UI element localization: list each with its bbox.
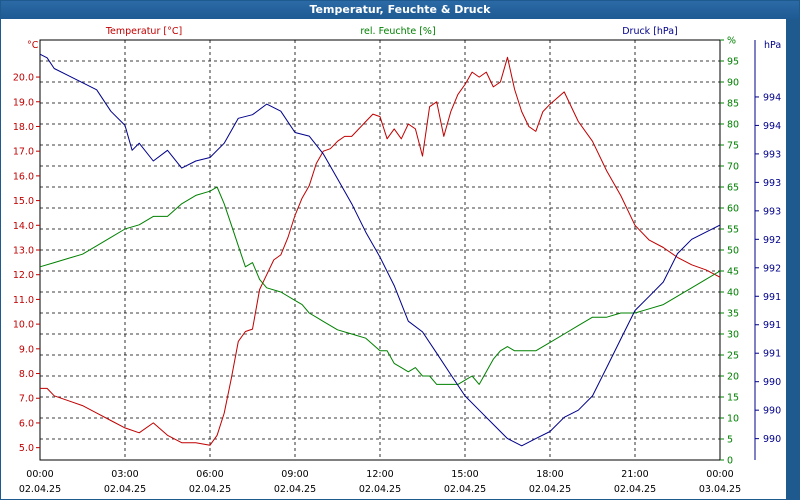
pressure-tick-label: 990 — [763, 434, 781, 445]
pressure-unit-label: hPa — [764, 40, 781, 51]
pressure-line — [39, 53, 721, 447]
pressure-tick-label: 994 — [763, 121, 781, 132]
humidity-tick-label: 95 — [727, 57, 739, 68]
humidity-tick-label: 85 — [727, 99, 739, 110]
temperature-tick-label: 10.0 — [13, 320, 34, 331]
humidity-line — [39, 186, 721, 385]
humidity-tick-label: 45 — [727, 267, 739, 278]
humidity-tick-label: 25 — [727, 351, 739, 362]
temperature-tick-label: 7.0 — [19, 394, 34, 405]
temperature-tick-label: 15.0 — [13, 196, 34, 207]
x-tick-label-date: 02.04.25 — [19, 484, 61, 495]
pressure-tick-label: 991 — [763, 320, 781, 331]
temperature-tick-label: 12.0 — [13, 270, 34, 281]
pressure-axis-title: Druck [hPa] — [622, 26, 678, 37]
pressure-tick-label: 990 — [763, 406, 781, 417]
x-tick-label-date: 02.04.25 — [359, 484, 401, 495]
humidity-tick-label: 5 — [727, 435, 733, 446]
pressure-tick-label: 993 — [763, 178, 781, 189]
x-tick-label-time: 06:00 — [196, 469, 223, 480]
humidity-tick-label: 40 — [727, 288, 739, 299]
temperature-tick-label: 19.0 — [13, 97, 34, 108]
humidity-tick-label: 0 — [727, 456, 733, 467]
pressure-tick-label: 992 — [763, 235, 781, 246]
temperature-tick-label: 8.0 — [19, 369, 34, 380]
humidity-tick-label: 70 — [727, 162, 739, 173]
humidity-tick-label: 75 — [727, 141, 739, 152]
x-tick-label-date: 02.04.25 — [274, 484, 316, 495]
temperature-tick-label: 11.0 — [13, 295, 34, 306]
temperature-axis-title: Temperatur [°C] — [105, 26, 182, 37]
x-tick-label-time: 03:00 — [111, 469, 138, 480]
pressure-tick-label: 992 — [763, 263, 781, 274]
humidity-tick-label: 35 — [727, 309, 739, 320]
grid-lines — [39, 40, 721, 460]
x-tick-label-time: 18:00 — [536, 469, 563, 480]
temperature-tick-label: 13.0 — [13, 246, 34, 257]
humidity-tick-label: 15 — [727, 393, 739, 404]
axis-ticks: 00:00 02.04.25 03:00 02.04.25 06:00 02.04.25 0… — [13, 36, 781, 496]
pressure-tick-label: 993 — [763, 206, 781, 217]
right-scrollbar-strip — [786, 19, 799, 499]
x-tick-label-date: 02.04.25 — [444, 484, 486, 495]
x-tick-label-date: 03.04.25 — [699, 484, 741, 495]
temperature-tick-label: 16.0 — [13, 171, 34, 182]
temperature-tick-label: 17.0 — [13, 147, 34, 158]
humidity-tick-label: 80 — [727, 120, 739, 131]
humidity-axis-title: rel. Feuchte [%] — [360, 26, 435, 37]
x-tick-label-date: 02.04.25 — [614, 484, 656, 495]
pressure-tick-label: 991 — [763, 349, 781, 360]
x-tick-label-time: 12:00 — [366, 469, 393, 480]
temperature-tick-label: 6.0 — [19, 418, 34, 429]
chart-title: Temperatur, Feuchte & Druck — [1, 1, 799, 19]
temperature-tick-label: 14.0 — [13, 221, 34, 232]
pressure-tick-label: 990 — [763, 377, 781, 388]
x-tick-label-time: 00:00 — [706, 469, 733, 480]
x-tick-label-date: 02.04.25 — [529, 484, 571, 495]
humidity-tick-label: 65 — [727, 183, 739, 194]
pressure-tick-label: 991 — [763, 292, 781, 303]
humidity-tick-label: 30 — [727, 330, 739, 341]
humidity-tick-label: 20 — [727, 372, 739, 383]
humidity-tick-label: 55 — [727, 225, 739, 236]
pressure-tick-label: 994 — [763, 92, 781, 103]
humidity-tick-label: 10 — [727, 414, 739, 425]
temperature-unit-label: °C — [27, 40, 39, 51]
x-tick-label-time: 00:00 — [26, 469, 53, 480]
series-lines — [39, 53, 721, 447]
humidity-tick-label: 90 — [727, 78, 739, 89]
temperature-tick-label: 9.0 — [19, 344, 34, 355]
temperature-tick-label: 5.0 — [19, 443, 34, 454]
x-tick-label-date: 02.04.25 — [104, 484, 146, 495]
pressure-tick-label: 993 — [763, 149, 781, 160]
x-tick-label-date: 02.04.25 — [189, 484, 231, 495]
temperature-line — [40, 56, 721, 446]
humidity-tick-label: % — [727, 36, 736, 47]
temperature-tick-label: 18.0 — [13, 122, 34, 133]
temperature-tick-label: 20.0 — [13, 73, 34, 84]
humidity-tick-label: 60 — [727, 204, 739, 215]
x-tick-label-time: 15:00 — [451, 469, 478, 480]
x-tick-label-time: 21:00 — [621, 469, 648, 480]
x-tick-label-time: 09:00 — [281, 469, 308, 480]
humidity-tick-label: 50 — [727, 246, 739, 257]
